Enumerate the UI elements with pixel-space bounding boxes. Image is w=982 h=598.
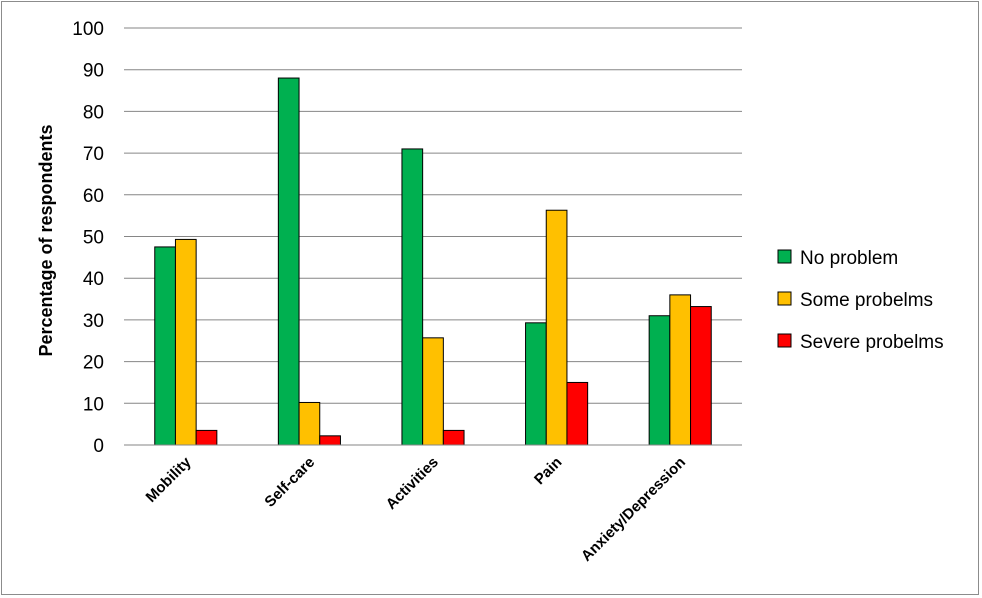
legend-label: No problem: [800, 248, 898, 269]
y-tick-label: 70: [83, 144, 104, 165]
x-tick-label: Mobility: [143, 453, 196, 506]
y-axis-label: Percentage of respondents: [36, 124, 56, 356]
x-tick-label: Activities: [383, 454, 442, 513]
bar-some-probelms-mobility: [174, 238, 197, 446]
x-axis-tick-labels: Mobility Self-care Activities Pain Anxiety/D…: [143, 453, 689, 565]
bar-severe-probelms-activities: [442, 429, 465, 446]
bar-no-problem-mobility: [154, 246, 176, 446]
x-tick-label: Pain: [531, 454, 565, 488]
bar-severe-probelms-anxiety-depression: [690, 306, 712, 446]
y-tick-label: 90: [83, 61, 104, 82]
y-tick-label: 20: [83, 353, 104, 374]
y-tick-label: 10: [83, 394, 104, 415]
bar-no-problem-self-care: [277, 77, 300, 446]
bars: [154, 77, 712, 446]
y-axis-ticks: 0 10 20 30 40 50 60 70 80 90 100: [72, 19, 104, 457]
bar-some-probelms-self-care: [298, 401, 321, 446]
gridlines: [124, 27, 742, 404]
bar-some-probelms-pain: [545, 209, 568, 446]
legend-swatch: [777, 291, 792, 306]
bar-some-probelms-anxiety-depression: [669, 294, 692, 446]
y-tick-label: 0: [93, 436, 104, 457]
bar-no-problem-activities: [401, 148, 424, 446]
legend-label: Some probelms: [800, 290, 933, 311]
y-tick-label: 60: [83, 186, 104, 207]
bar-no-problem-pain: [525, 322, 547, 446]
legend-swatch: [777, 249, 792, 264]
bar-severe-probelms-self-care: [319, 435, 341, 446]
legend-label: Severe probelms: [800, 332, 944, 353]
x-tick-label: Anxiety/Depression: [578, 454, 689, 565]
y-tick-label: 100: [72, 19, 104, 40]
legend: No problem Some probelms Severe probelms: [777, 248, 944, 353]
legend-swatch: [777, 333, 792, 348]
y-tick-label: 50: [83, 228, 104, 249]
x-tick-label: Self-care: [261, 454, 318, 511]
bar-some-probelms-activities: [422, 337, 444, 446]
bar-no-problem-anxiety-depression: [648, 315, 671, 446]
y-tick-label: 30: [83, 311, 104, 332]
bar-severe-probelms-mobility: [195, 429, 218, 446]
bar-severe-probelms-pain: [566, 381, 589, 446]
y-tick-label: 80: [83, 102, 104, 123]
y-tick-label: 40: [83, 269, 104, 290]
